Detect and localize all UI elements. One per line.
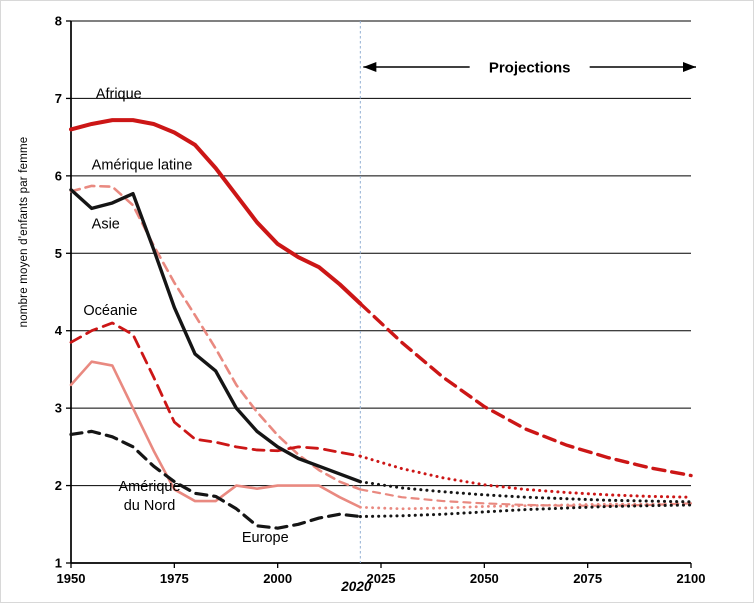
series-label-oceanie: Océanie [83,303,137,319]
y-axis-title: nombre moyen d'enfants par femme [18,137,30,328]
series-history-afrique [69,118,363,306]
x-tick-label: 1950 [57,571,86,586]
projections-label-bg [469,54,590,79]
y-tick-label: 8 [55,14,62,29]
x-tick-label: 2100 [677,571,706,586]
x-tick-label: 2025 [367,571,396,586]
projections-label: Projections [489,60,571,77]
series-history-amerique-du-nord [69,360,362,509]
series-label-amerique-du-nord: Amérique [119,479,181,495]
series-projection-oceanie [358,454,693,499]
series-label-amerique-du-nord: du Nord [124,498,176,514]
series-projection-europe [358,503,693,519]
y-tick-label: 1 [55,556,62,571]
series-projection-asie [358,480,693,504]
y-tick-label: 4 [55,323,63,338]
series-history-asie [69,188,363,484]
x-tick-label: 2075 [573,571,602,586]
series-projection-amerique-du-nord [358,501,693,511]
series-label-amerique-latine: Amérique latine [92,158,193,174]
x-tick-label: 2000 [263,571,292,586]
series-projection-afrique [358,301,693,478]
y-tick-label: 6 [55,168,62,183]
series-label-asie: Asie [92,217,120,233]
projection-divider-label: 2020 [340,579,372,594]
series-history-oceanie [69,321,362,458]
series-history-europe [69,429,362,530]
y-tick-label: 5 [55,246,62,261]
series-history-amerique-latine [69,184,362,491]
y-tick-label: 2 [55,478,62,493]
series-label-europe: Europe [242,530,289,546]
arrow-right-head-icon [683,62,696,72]
x-tick-label: 1975 [160,571,189,586]
arrow-left-head-icon [363,62,377,72]
x-tick-label: 2050 [470,571,499,586]
y-tick-label: 3 [55,401,62,416]
series-label-afrique: Afrique [96,86,142,102]
y-tick-label: 7 [55,91,62,106]
